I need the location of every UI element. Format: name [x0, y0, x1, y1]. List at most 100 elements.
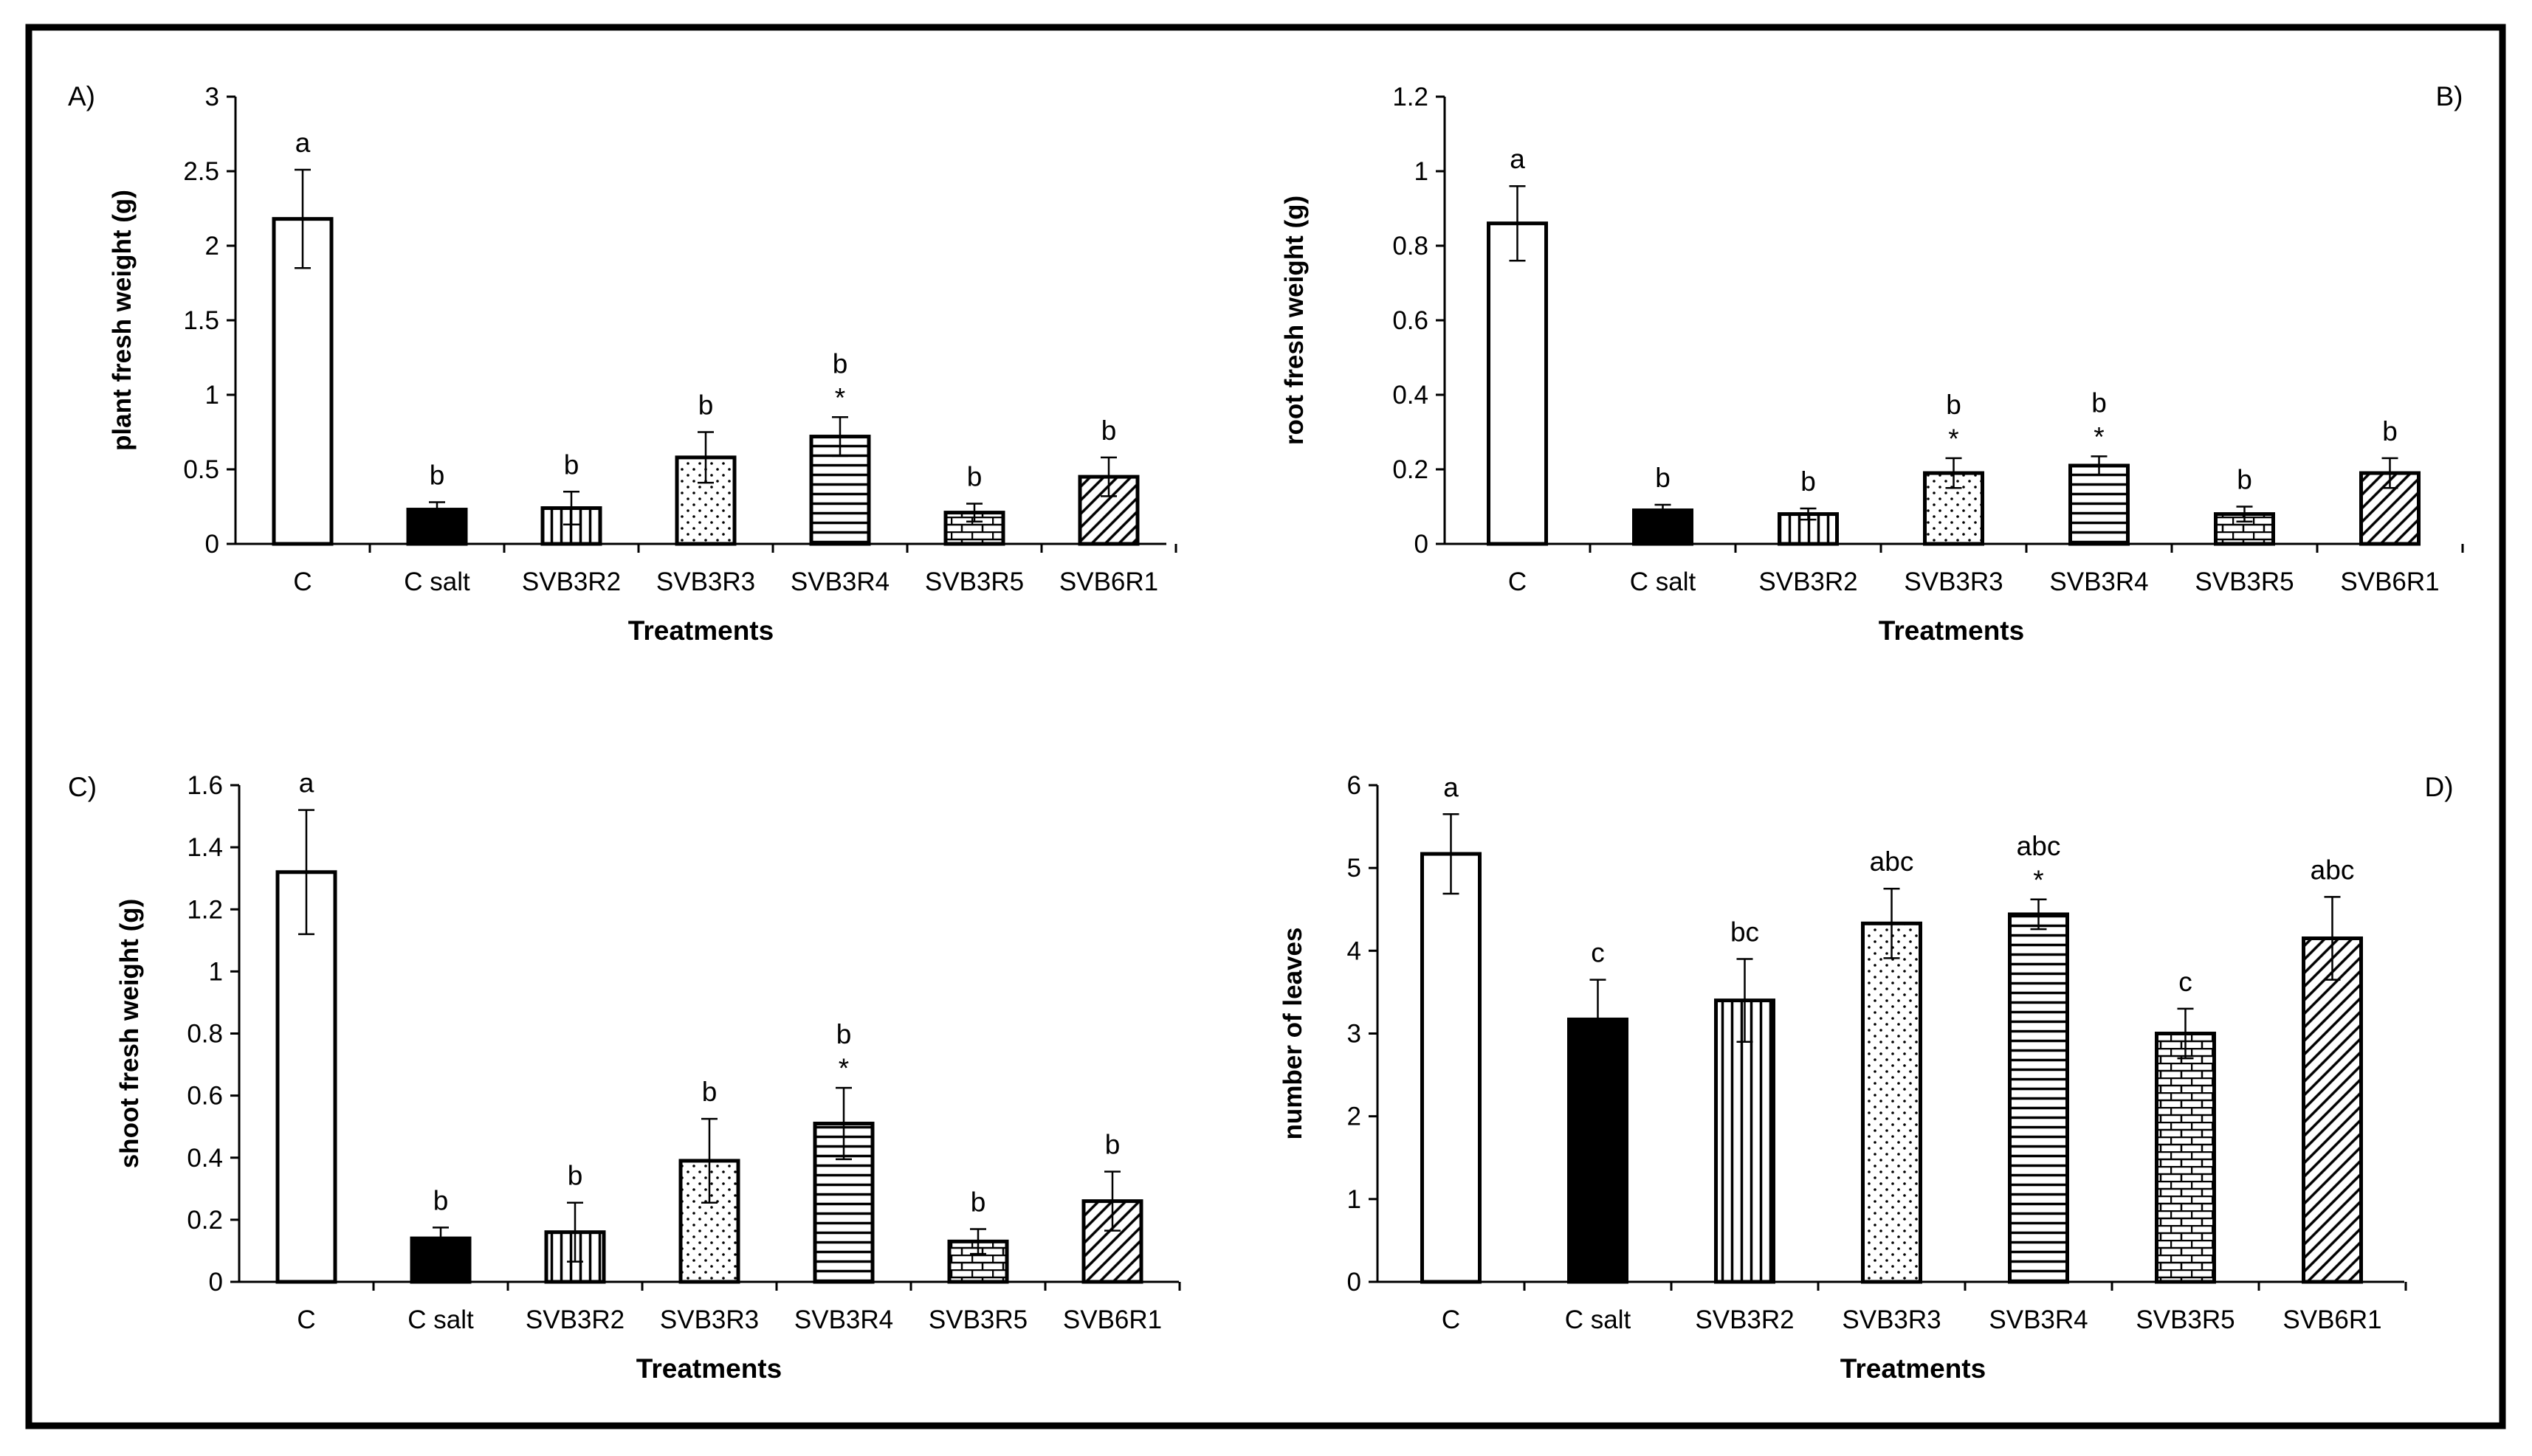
panel-label: D)	[2424, 772, 2453, 802]
y-axis-label: root fresh weight (g)	[1280, 196, 1309, 445]
x-tick-label: SVB3R4	[2049, 567, 2148, 596]
significance-letter: b	[1946, 390, 1961, 420]
significance-star: *	[839, 1053, 849, 1083]
y-tick-label: 1	[209, 957, 223, 986]
y-tick-label: 0	[205, 530, 219, 559]
chart-panel-3: C) 0 0.2 0.4 0.6 0.8 1 1.2 1.4 1.6 shoot fresh wei…	[68, 768, 1181, 1384]
x-axis-label: Treatments	[636, 1353, 782, 1384]
y-tick-label: 0.4	[187, 1144, 223, 1173]
x-tick-label: SVB3R3	[656, 567, 755, 596]
significance-letter: b	[568, 1161, 583, 1191]
figure-border	[25, 24, 2506, 1429]
significance-letter: b	[1101, 415, 1117, 446]
bar-c	[1420, 852, 1482, 1284]
y-tick-label: 0.6	[187, 1082, 223, 1111]
bar-c	[1487, 221, 1548, 546]
bar-svb3r5	[2155, 1032, 2216, 1284]
x-tick-label: C salt	[1565, 1305, 1631, 1334]
x-tick-label: C salt	[404, 567, 470, 596]
x-tick-label: SVB3R3	[1904, 567, 2003, 596]
significance-letter: b	[2382, 416, 2398, 446]
significance-letter: b	[430, 460, 445, 490]
significance-letter: b	[836, 1019, 852, 1049]
significance-letter: b	[433, 1185, 449, 1215]
y-tick-label: 1.5	[183, 306, 219, 335]
significance-star: *	[2033, 865, 2043, 895]
y-tick-label: 1.2	[187, 895, 223, 924]
significance-star: *	[1948, 424, 1958, 454]
y-axis-label: shoot fresh weight (g)	[115, 899, 144, 1169]
bar-c-salt	[406, 508, 468, 546]
y-axis-label: plant fresh weight (g)	[108, 190, 137, 451]
significance-letter: a	[299, 768, 314, 798]
chart-panel-1: A) 0 0.5 1 1.5 2 2.5 3 plant fresh weight (g) Tre…	[68, 81, 1177, 646]
x-tick-label: C	[293, 567, 312, 596]
significance-letter: c	[2178, 967, 2192, 997]
y-tick-label: 1.4	[187, 833, 223, 862]
panel-label: A)	[68, 81, 95, 111]
x-tick-label: SVB3R2	[1758, 567, 1857, 596]
bar-svb6r1	[1081, 1199, 1143, 1284]
x-tick-label: SVB3R5	[925, 567, 1024, 596]
x-tick-label: SVB3R4	[1989, 1305, 2088, 1334]
significance-letter: b	[702, 1077, 718, 1107]
x-tick-label: C salt	[1630, 567, 1696, 596]
significance-letter: b	[564, 449, 579, 480]
significance-letter: abc	[2017, 831, 2061, 861]
x-tick-label: SVB3R4	[791, 567, 890, 596]
x-axis-label: Treatments	[628, 615, 774, 646]
chart-panel-2: B) 0 0.2 0.4 0.6 0.8 1 1.2 root fresh weight (g)…	[1280, 81, 2464, 646]
panel-label: B)	[2436, 81, 2463, 111]
bar-svb6r1	[2359, 471, 2421, 546]
significance-star: *	[2094, 421, 2104, 452]
significance-letter: b	[971, 1187, 986, 1217]
y-tick-label: 2.5	[183, 157, 219, 186]
significance-letter: b	[2237, 465, 2252, 495]
y-tick-label: 0.8	[187, 1020, 223, 1049]
y-tick-label: 0	[1347, 1268, 1361, 1297]
x-tick-label: SVB3R5	[2195, 567, 2294, 596]
y-tick-label: 1	[1347, 1185, 1361, 1214]
significance-letter: b	[833, 348, 848, 379]
x-tick-label: SVB3R2	[1695, 1305, 1794, 1334]
significance-letter: a	[1510, 144, 1525, 174]
significance-letter: a	[295, 128, 311, 158]
x-tick-label: SVB3R3	[660, 1305, 759, 1334]
y-axis-label: number of leaves	[1279, 928, 1307, 1140]
y-tick-label: 0.8	[1392, 232, 1428, 261]
significance-letter: b	[1655, 463, 1671, 493]
chart-panel-4: D) 0 1 2 3 4 5 6 number of leaves Treatments a Cc C …	[1279, 771, 2454, 1384]
panel-label: C)	[68, 772, 97, 802]
y-tick-label: 3	[205, 83, 219, 111]
x-tick-label: SVB3R4	[794, 1305, 893, 1334]
significance-letter: a	[1443, 772, 1459, 802]
x-tick-label: SVB3R2	[522, 567, 621, 596]
y-tick-label: 0.2	[1392, 455, 1428, 484]
x-tick-label: SVB6R1	[2282, 1305, 2381, 1334]
significance-letter: c	[1591, 938, 1605, 968]
bar-svb3r4	[2068, 463, 2130, 546]
significance-letter: abc	[2311, 855, 2355, 885]
bar-svb6r1	[2302, 936, 2363, 1284]
significance-letter: b	[698, 390, 714, 421]
bar-c	[275, 870, 337, 1284]
y-tick-label: 5	[1347, 854, 1361, 883]
x-tick-label: C	[1442, 1305, 1460, 1334]
significance-star: *	[835, 382, 845, 413]
y-tick-label: 1	[205, 381, 219, 410]
x-tick-label: C	[1508, 567, 1527, 596]
y-tick-label: 1.2	[1392, 83, 1428, 111]
x-axis-label: Treatments	[1879, 615, 2024, 646]
y-tick-label: 0	[209, 1268, 223, 1297]
significance-letter: b	[967, 461, 983, 491]
x-tick-label: SVB3R2	[526, 1305, 625, 1334]
y-tick-label: 0.4	[1392, 381, 1428, 410]
y-tick-label: 0.6	[1392, 306, 1428, 335]
x-tick-label: C salt	[407, 1305, 474, 1334]
x-tick-label: SVB3R5	[2136, 1305, 2235, 1334]
y-tick-label: 2	[1347, 1103, 1361, 1131]
y-tick-label: 3	[1347, 1020, 1361, 1049]
x-tick-label: SVB6R1	[1059, 567, 1158, 596]
